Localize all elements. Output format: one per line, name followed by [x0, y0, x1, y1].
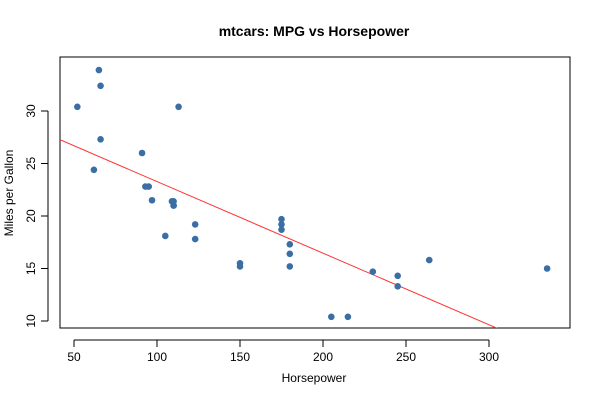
data-point	[278, 221, 285, 228]
data-point	[278, 215, 285, 223]
data-point	[286, 241, 294, 248]
y-tick-label: 15	[24, 262, 38, 276]
x-tick-label: 50	[67, 350, 81, 364]
data-point	[138, 149, 146, 157]
data-point	[168, 198, 176, 205]
data-point	[425, 256, 433, 264]
data-point	[369, 268, 377, 275]
data-point	[90, 166, 98, 174]
data-point	[344, 313, 352, 321]
y-tick-label: 10	[24, 314, 38, 328]
data-point	[148, 196, 156, 204]
data-point	[95, 66, 103, 74]
data-point	[97, 82, 104, 90]
data-point	[175, 103, 182, 111]
data-point	[543, 265, 551, 272]
data-point	[191, 235, 199, 243]
y-tick-label: 25	[24, 157, 38, 171]
data-point	[328, 313, 335, 321]
data-point	[191, 221, 199, 228]
data-point	[162, 232, 169, 240]
x-tick-label: 100	[147, 350, 167, 364]
x-tick-label: 200	[313, 350, 333, 364]
y-tick-label: 30	[24, 104, 38, 118]
data-point	[236, 263, 244, 270]
chart-title: mtcars: MPG vs Horsepower	[219, 23, 410, 39]
data-point	[74, 103, 81, 111]
data-point	[286, 263, 294, 270]
regression-line	[60, 139, 498, 328]
x-tick-label: 150	[230, 350, 250, 364]
data-point	[145, 183, 152, 190]
data-point	[278, 226, 285, 233]
y-tick-label: 20	[24, 209, 38, 223]
x-tick-label: 300	[479, 350, 499, 364]
data-point	[394, 283, 402, 290]
plot-frame	[59, 56, 571, 329]
data-point	[97, 136, 104, 143]
y-axis-label: Miles per Gallon	[2, 150, 16, 237]
data-point	[286, 250, 294, 258]
data-point	[394, 272, 402, 280]
x-tick-label: 250	[396, 350, 416, 364]
plot-area: 50 100 150 200 250 300 10 15 20 25 30	[24, 56, 571, 364]
x-axis-label: Horsepower	[282, 371, 347, 385]
